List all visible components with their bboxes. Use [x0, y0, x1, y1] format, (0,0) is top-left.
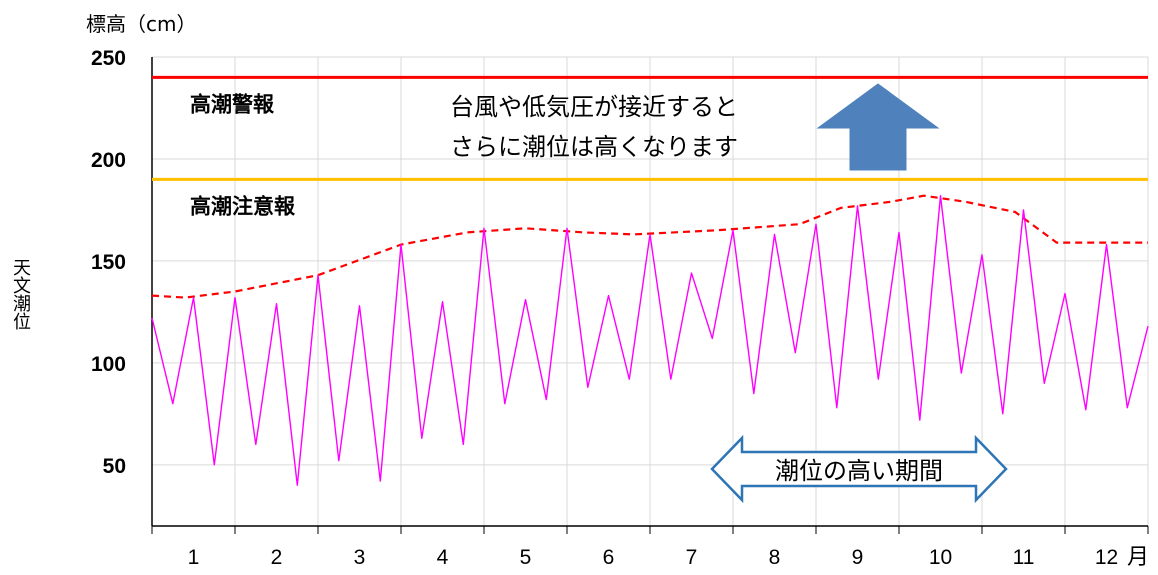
x-tick-label: 4 — [437, 546, 449, 569]
y-tick-label: 150 — [91, 251, 126, 274]
y-tick-label: 100 — [91, 353, 126, 376]
period-arrow — [710, 434, 1008, 504]
up-arrow — [816, 83, 940, 171]
period-label: 潮位の高い期間 — [775, 458, 943, 485]
x-tick-label: 5 — [520, 546, 532, 569]
x-axis-unit: 月 — [1127, 544, 1149, 569]
x-tick-label: 7 — [686, 546, 698, 569]
x-tick-label: 6 — [603, 546, 615, 569]
series-group — [151, 194, 1149, 486]
x-tick-label: 12 — [1095, 546, 1118, 569]
x-tick-label: 9 — [852, 546, 864, 569]
reference-line-label: 高潮注意報 — [190, 194, 296, 218]
note-line-2: さらに潮位は高くなります — [450, 134, 738, 161]
y-tick-label: 200 — [91, 149, 126, 172]
x-tick-label: 1 — [188, 546, 200, 569]
x-tick-label: 3 — [354, 546, 366, 569]
side-label: 天文潮位 — [10, 258, 31, 330]
grid — [151, 56, 1149, 526]
x-tick-label: 2 — [271, 546, 283, 569]
y-tick-label: 250 — [91, 47, 126, 70]
annotations: 台風や低気圧が接近すると さらに潮位は高くなります 潮位の高い期間 — [450, 83, 1008, 504]
x-tick-label: 11 — [1013, 546, 1035, 569]
y-axis-title: 標高（cm） — [86, 12, 197, 36]
x-tick-label: 10 — [929, 546, 952, 569]
reference-line-label: 高潮警報 — [190, 92, 275, 116]
x-tick-label: 8 — [769, 546, 781, 569]
y-tick-label: 50 — [103, 455, 126, 478]
tide-line — [151, 194, 1149, 486]
note-line-1: 台風や低気圧が接近すると — [450, 94, 738, 121]
